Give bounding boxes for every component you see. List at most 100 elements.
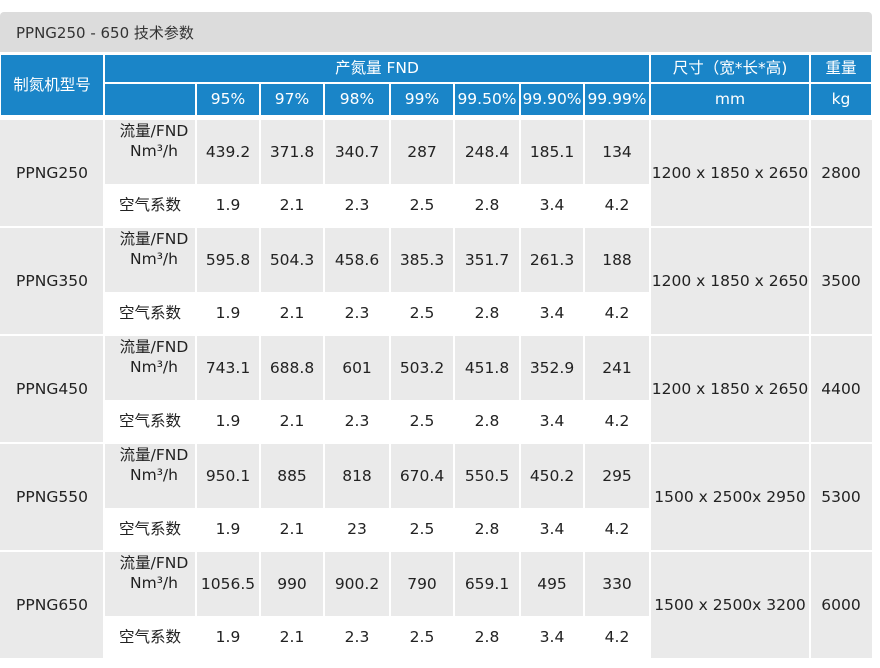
flow-value: 385.3	[399, 250, 445, 269]
flow-label: 流量/FND Nm³/h	[105, 553, 195, 615]
air-value: 1.9	[215, 411, 241, 430]
air-value: 3.4	[539, 303, 565, 322]
weight-cell: 2800	[821, 163, 861, 182]
flow-value: 670.4	[399, 466, 445, 485]
air-value: 2.8	[474, 519, 500, 538]
air-value: 2.3	[344, 195, 370, 214]
air-label: 空气系数	[118, 303, 181, 322]
flow-label: 流量/FND Nm³/h	[105, 445, 195, 507]
column-divider	[195, 120, 197, 660]
flow-value: 950.1	[205, 466, 251, 485]
flow-label-line1: 流量/FND	[119, 338, 189, 356]
size-cell: 1500 x 2500x 2950	[654, 487, 806, 506]
flow-label-line1: 流量/FND	[119, 230, 189, 248]
flow-value: 1056.5	[200, 574, 256, 593]
header-size: 尺寸（宽*长*高)	[651, 55, 809, 82]
air-label: 空气系数	[118, 627, 181, 646]
column-divider	[453, 120, 455, 660]
air-label: 空气系数	[118, 195, 181, 214]
air-value: 2.3	[344, 411, 370, 430]
weight-cell: 3500	[821, 271, 861, 290]
flow-value: 659.1	[464, 574, 510, 593]
air-value: 3.4	[539, 411, 565, 430]
air-value: 4.2	[604, 195, 630, 214]
column-divider	[809, 120, 811, 660]
flow-label-line2: Nm³/h	[130, 466, 178, 485]
air-value: 3.4	[539, 627, 565, 646]
air-value: 4.2	[604, 411, 630, 430]
flow-value: 818	[342, 466, 372, 485]
flow-label-line1: 流量/FND	[119, 122, 189, 140]
air-value: 1.9	[215, 195, 241, 214]
air-value: 2.3	[344, 303, 370, 322]
flow-label: 流量/FND Nm³/h	[105, 337, 195, 399]
flow-value: 330	[602, 574, 632, 593]
air-value: 2.3	[344, 627, 370, 646]
header-purity: 95%	[197, 84, 259, 115]
air-label: 空气系数	[118, 519, 181, 538]
air-value: 2.1	[279, 303, 305, 322]
size-cell: 1200 x 1850 x 2650	[651, 379, 809, 398]
flow-value: 287	[407, 142, 437, 161]
flow-value: 188	[602, 250, 632, 269]
flow-label-line1: 流量/FND	[119, 446, 189, 464]
air-value: 1.9	[215, 627, 241, 646]
size-cell: 1200 x 1850 x 2650	[651, 271, 809, 290]
flow-value: 185.1	[529, 142, 575, 161]
weight-cell: 5300	[821, 487, 861, 506]
header-purity: 97%	[261, 84, 323, 115]
weight-cell: 6000	[821, 595, 861, 614]
model-cell: PPNG250	[16, 163, 88, 182]
flow-label: 流量/FND Nm³/h	[105, 121, 195, 183]
air-value: 2.5	[409, 195, 435, 214]
flow-value: 248.4	[464, 142, 510, 161]
air-value: 2.1	[279, 411, 305, 430]
flow-value: 352.9	[529, 358, 575, 377]
column-divider	[103, 120, 105, 660]
model-cell: PPNG650	[16, 595, 88, 614]
flow-value: 885	[277, 466, 307, 485]
flow-value: 351.7	[464, 250, 510, 269]
air-value: 3.4	[539, 519, 565, 538]
air-value: 2.8	[474, 411, 500, 430]
air-value: 2.5	[409, 627, 435, 646]
column-divider	[649, 120, 651, 660]
flow-value: 743.1	[205, 358, 251, 377]
flow-value: 900.2	[334, 574, 380, 593]
column-divider	[323, 120, 325, 660]
flow-value: 439.2	[205, 142, 251, 161]
flow-value: 451.8	[464, 358, 510, 377]
air-value: 1.9	[215, 303, 241, 322]
flow-value: 504.3	[269, 250, 315, 269]
flow-value: 688.8	[269, 358, 315, 377]
air-value: 1.9	[215, 519, 241, 538]
header-purity: 98%	[325, 84, 389, 115]
flow-value: 601	[342, 358, 372, 377]
air-value: 2.1	[279, 519, 305, 538]
flow-label-line2: Nm³/h	[130, 358, 178, 377]
air-value: 2.1	[279, 195, 305, 214]
flow-value: 340.7	[334, 142, 380, 161]
header-purity: 99.50%	[455, 84, 519, 115]
flow-value: 371.8	[269, 142, 315, 161]
header-model: 制氮机型号	[1, 55, 103, 115]
air-value: 2.8	[474, 195, 500, 214]
air-value: 2.5	[409, 303, 435, 322]
flow-value: 458.6	[334, 250, 380, 269]
flow-value: 134	[602, 142, 632, 161]
flow-label-line2: Nm³/h	[130, 250, 178, 269]
model-cell: PPNG550	[16, 487, 88, 506]
column-divider	[583, 120, 585, 660]
header-purity: 99%	[391, 84, 453, 115]
column-divider	[519, 120, 521, 660]
table-title: PPNG250 - 650 技术参数	[16, 24, 194, 42]
flow-value: 261.3	[529, 250, 575, 269]
flow-value: 550.5	[464, 466, 510, 485]
header-size-unit: mm	[651, 84, 809, 115]
flow-label: 流量/FND Nm³/h	[105, 229, 195, 291]
air-value: 4.2	[604, 519, 630, 538]
table-title-bar: PPNG250 - 650 技术参数	[0, 12, 872, 52]
air-value: 4.2	[604, 303, 630, 322]
air-value: 2.8	[474, 627, 500, 646]
